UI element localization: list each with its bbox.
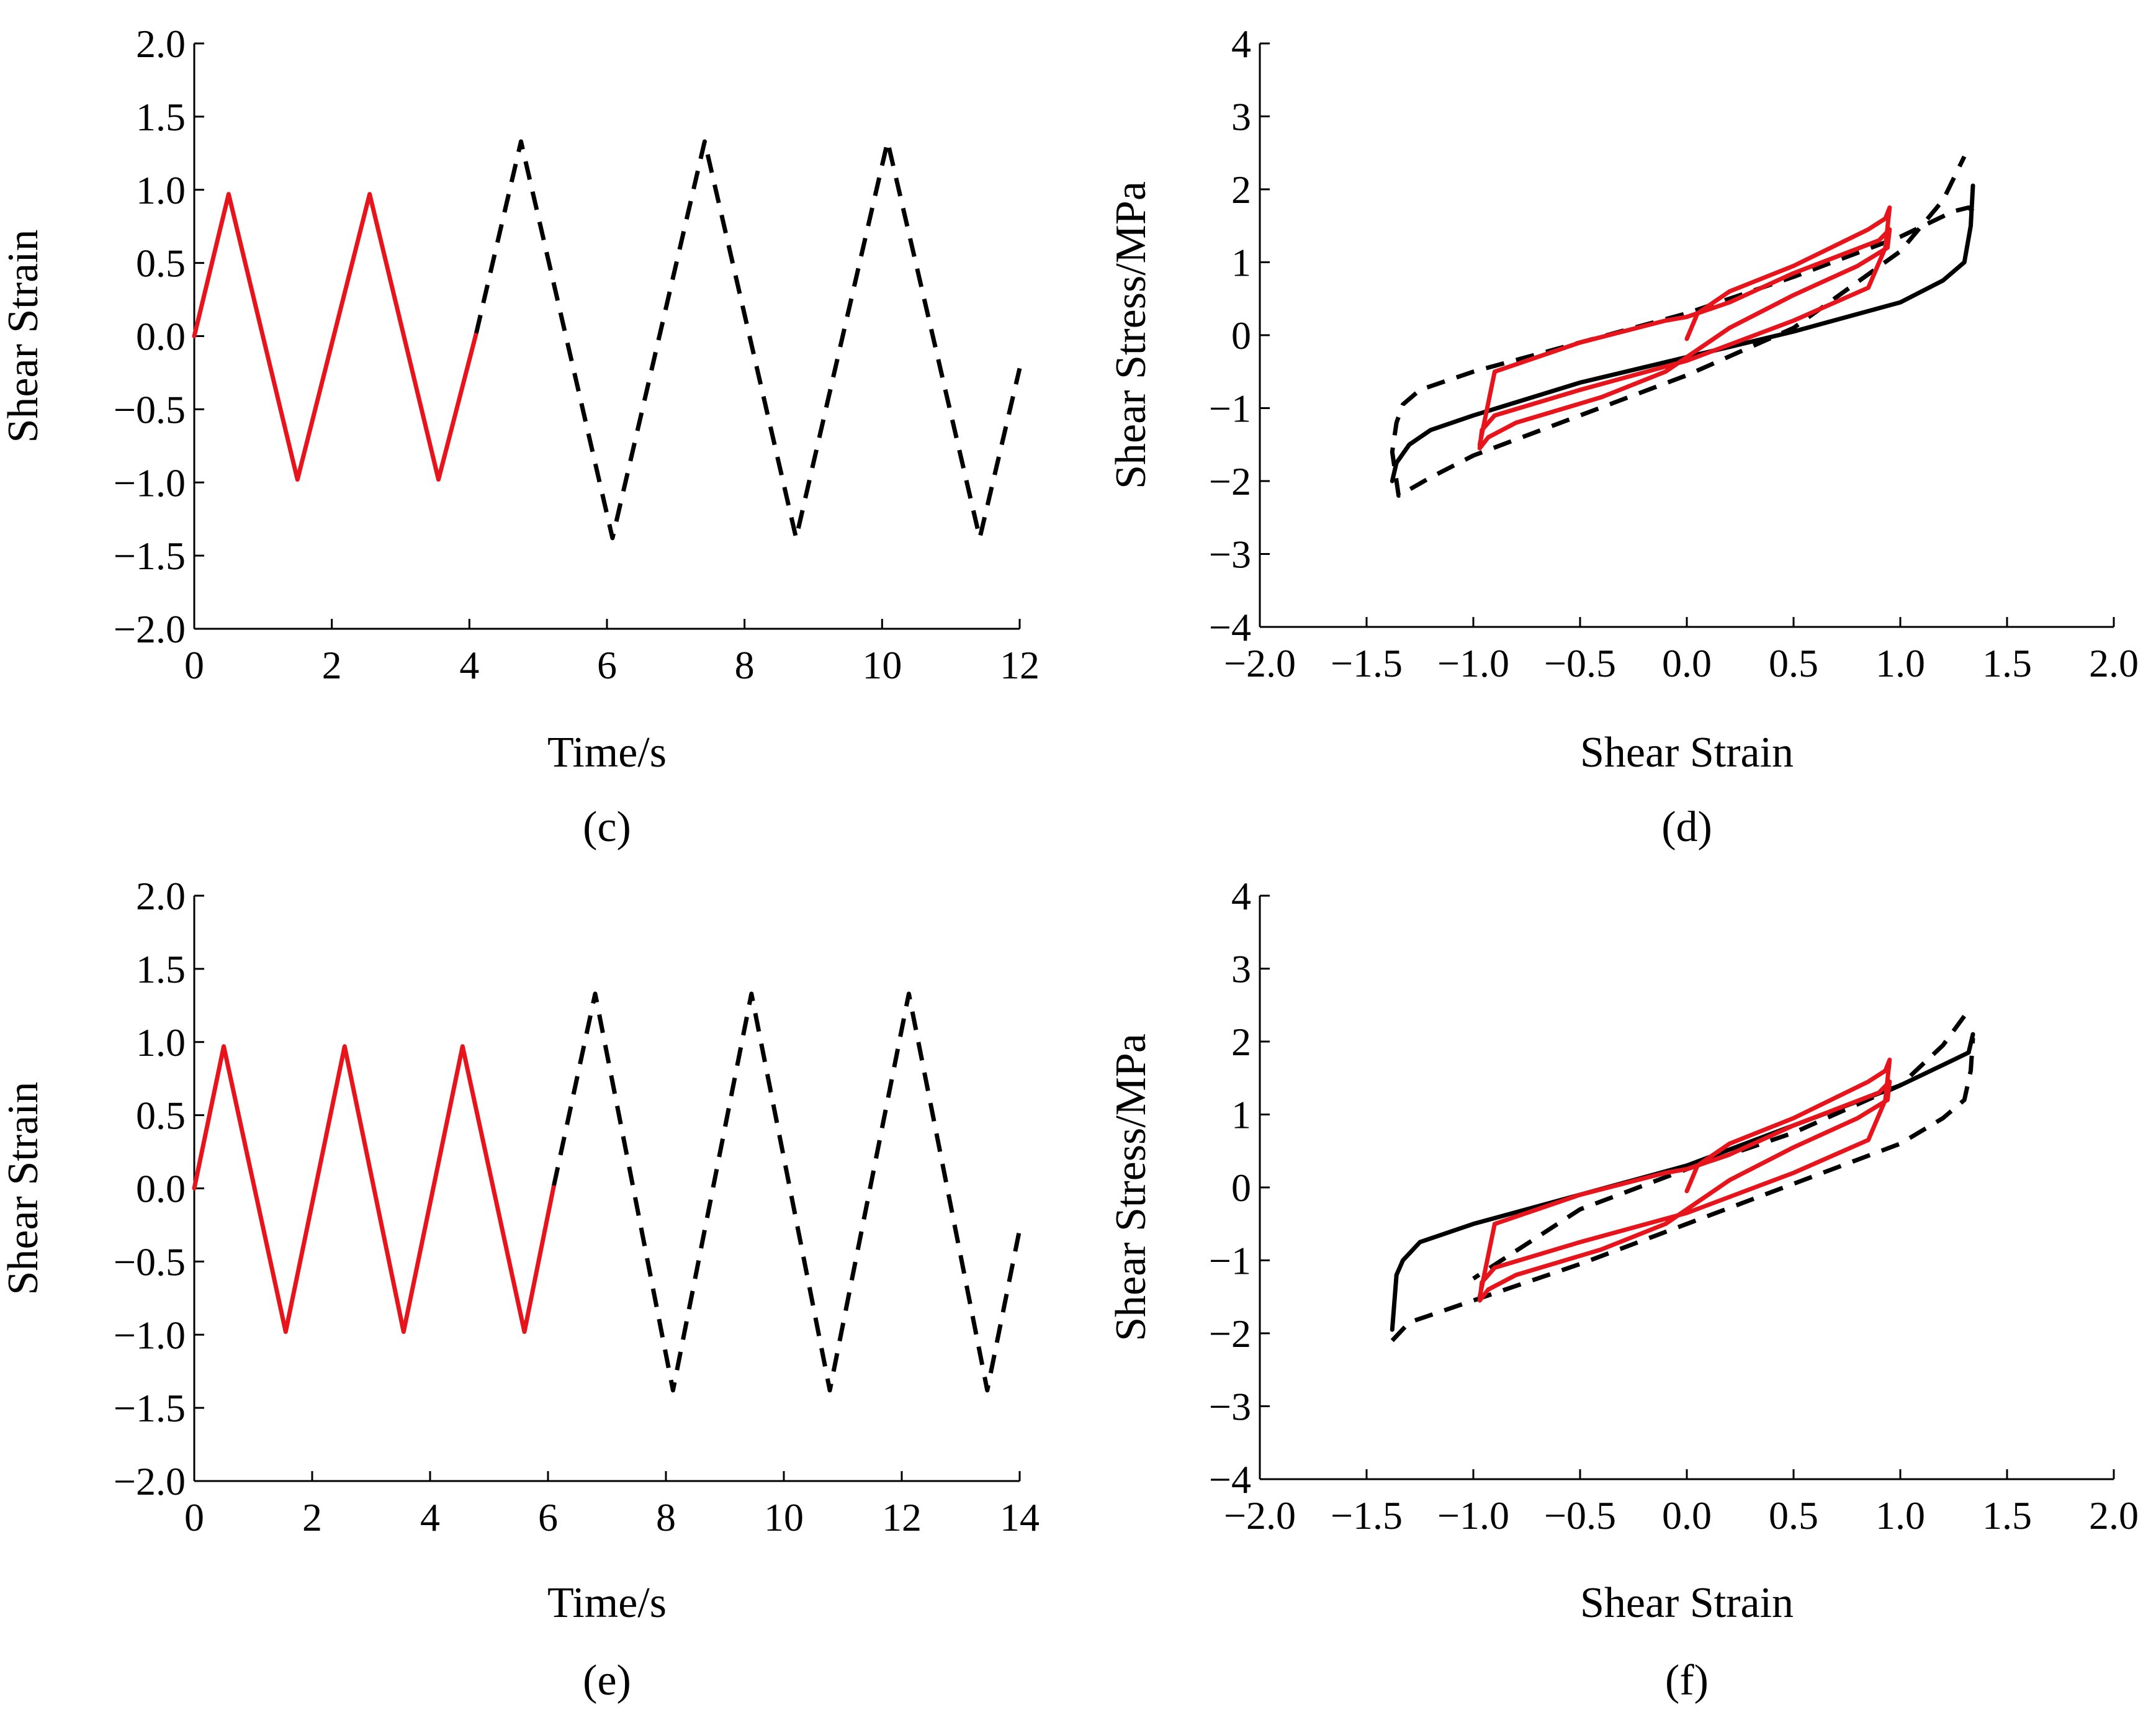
- y-tick-label: −1: [1209, 387, 1251, 431]
- series-line-red-0: [192, 1044, 556, 1334]
- series-line-red-0: [192, 192, 478, 482]
- x-tick-label: 8: [735, 643, 755, 687]
- y-tick-label: −1.0: [114, 1313, 186, 1357]
- panel-label: (f): [1665, 1657, 1709, 1704]
- x-tick-label: 10: [764, 1495, 804, 1539]
- y-tick-label: −3: [1209, 1385, 1251, 1429]
- y-tick-label: 1: [1231, 1093, 1251, 1137]
- y-tick-label: 3: [1231, 947, 1251, 991]
- series-line-black-1: [1390, 155, 1975, 498]
- y-axis-label: Shear Stress/MPa: [1107, 181, 1155, 489]
- x-tick-label: −1.5: [1331, 641, 1403, 685]
- panel-label: (c): [583, 803, 631, 851]
- x-tick-label: 6: [597, 643, 617, 687]
- y-tick-label: 3: [1231, 95, 1251, 139]
- x-tick-label: 12: [1000, 643, 1040, 687]
- x-tick-label: 1.5: [1982, 1493, 2032, 1538]
- panel-f-stress-strain-chart: −2.0 −1.5 −1.0 −0.5 0.0 0.5 1.0 1.5 2.0 4 3 2 1 0 −1 −2…: [1107, 874, 2139, 1704]
- x-axis-label: Time/s: [547, 729, 667, 777]
- y-axis-label: Shear Stress/MPa: [1107, 1033, 1155, 1341]
- panel-c-strain-time-chart: 0 2 4 6 8 10 12 2.0 1.5 1.0 0.5 0.0 −0.5 −1.0 −1.5 −2.0…: [0, 22, 1040, 851]
- x-tick-label: 14: [1000, 1495, 1040, 1539]
- x-tick-label: −1.0: [1437, 641, 1509, 685]
- y-tick-label: 0: [1231, 313, 1251, 358]
- y-tick-label: 4: [1231, 874, 1251, 918]
- y-tick-label: −0.5: [114, 1240, 186, 1284]
- series-line-black-1: [474, 139, 1022, 541]
- y-axis-label: Shear Strain: [0, 229, 47, 443]
- panel-d-stress-strain-chart: −2.0 −1.5 −1.0 −0.5 0.0 0.5 1.0 1.5 2.0 4 3 2 1 0 −1 −2…: [1107, 22, 2139, 851]
- panel-label: (e): [583, 1657, 631, 1704]
- x-tick-label: 6: [538, 1495, 558, 1539]
- x-tick-label: 0: [184, 1495, 204, 1539]
- x-tick-label: 12: [882, 1495, 922, 1539]
- x-tick-label: 0: [184, 643, 204, 687]
- y-tick-label: −3: [1209, 533, 1251, 577]
- x-tick-label: 0.0: [1662, 641, 1712, 685]
- y-tick-label: −1.5: [114, 1386, 186, 1430]
- y-tick-label: −2.0: [114, 1459, 186, 1503]
- x-tick-label: −2.0: [1224, 1493, 1296, 1538]
- x-tick-label: −1.0: [1437, 1493, 1509, 1538]
- y-tick-label: 0.5: [136, 1094, 186, 1138]
- x-tick-label: −0.5: [1544, 1493, 1616, 1538]
- y-tick-label: 1.5: [136, 947, 186, 991]
- y-tick-label: −1.5: [114, 534, 186, 578]
- x-tick-label: 1.5: [1982, 641, 2032, 685]
- x-tick-label: 0.5: [1769, 1493, 1818, 1538]
- y-tick-label: 0.5: [136, 241, 186, 286]
- y-tick-label: −2: [1209, 459, 1251, 503]
- y-tick-label: 2: [1231, 1020, 1251, 1064]
- y-tick-label: 0.0: [136, 1167, 186, 1211]
- x-tick-label: −1.5: [1331, 1493, 1403, 1538]
- x-tick-label: 1.0: [1875, 1493, 1925, 1538]
- y-tick-label: 1.0: [136, 1020, 186, 1065]
- y-tick-label: −4: [1209, 605, 1251, 649]
- x-axis-label: Shear Strain: [1580, 1579, 1794, 1627]
- y-tick-label: 1.5: [136, 95, 186, 139]
- x-tick-label: 2.0: [2089, 641, 2139, 685]
- y-tick-label: 1.0: [136, 168, 186, 212]
- y-tick-label: 4: [1231, 22, 1251, 66]
- panel-label: (d): [1661, 803, 1712, 851]
- y-tick-label: −4: [1209, 1457, 1251, 1502]
- y-tick-label: 1: [1231, 241, 1251, 285]
- x-tick-label: 0.0: [1662, 1493, 1712, 1538]
- x-tick-label: 0.5: [1769, 641, 1818, 685]
- y-tick-label: −1: [1209, 1239, 1251, 1283]
- x-tick-label: −2.0: [1224, 641, 1296, 685]
- y-tick-label: −1.0: [114, 461, 186, 505]
- y-tick-label: −2.0: [114, 607, 186, 651]
- x-tick-label: 4: [420, 1495, 440, 1539]
- x-tick-label: −0.5: [1544, 641, 1616, 685]
- y-tick-label: 2: [1231, 168, 1251, 212]
- x-tick-label: 2: [322, 643, 342, 687]
- y-tick-label: 0.0: [136, 315, 186, 359]
- x-axis-label: Time/s: [547, 1579, 667, 1627]
- panel-e-strain-time-chart: 0 2 4 6 8 10 12 14 2.0 1.5 1.0 0.5 0.0 −0.5 −1.0 −1.5 −2…: [0, 874, 1040, 1704]
- series-line-black-1: [1390, 1037, 1975, 1343]
- x-tick-label: 4: [459, 643, 479, 687]
- x-tick-label: 2: [302, 1495, 322, 1539]
- series-line-red-3: [1477, 1057, 1892, 1303]
- y-tick-label: 0: [1231, 1166, 1251, 1210]
- y-tick-label: −0.5: [114, 387, 186, 431]
- x-tick-label: 10: [862, 643, 902, 687]
- y-tick-label: 2.0: [136, 874, 186, 918]
- x-tick-label: 1.0: [1875, 641, 1925, 685]
- series-line-black-2: [1472, 1014, 1967, 1281]
- y-tick-label: 2.0: [136, 22, 186, 66]
- y-axis-label: Shear Strain: [0, 1081, 47, 1295]
- x-tick-label: 8: [656, 1495, 676, 1539]
- y-tick-label: −2: [1209, 1312, 1251, 1356]
- series-line-red-2: [1477, 205, 1892, 451]
- x-tick-label: 2.0: [2089, 1493, 2139, 1538]
- series-line-black-1: [552, 991, 1022, 1393]
- x-axis-label: Shear Strain: [1580, 729, 1794, 777]
